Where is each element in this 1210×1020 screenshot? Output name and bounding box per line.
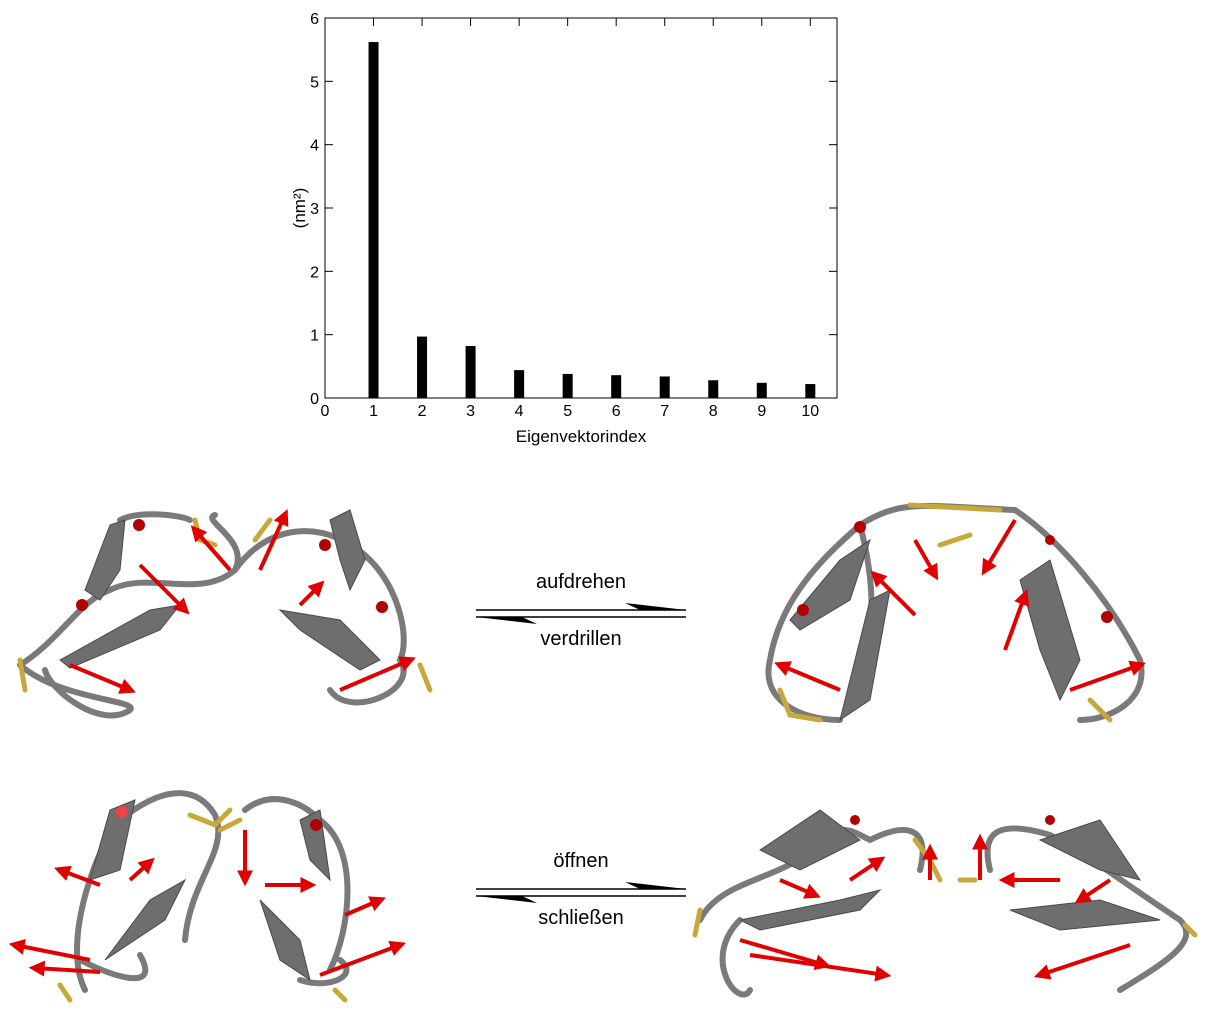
protein-bottom-left [15, 793, 400, 1000]
protein-bottom-right [695, 810, 1195, 995]
y-tick-label: 3 [310, 201, 319, 218]
y-tick-label: 0 [310, 391, 319, 408]
x-tick-label: 6 [612, 403, 621, 420]
backward-label: schließen [538, 907, 624, 929]
y-tick-label: 5 [310, 74, 319, 91]
bar [563, 374, 573, 398]
bar-chart: (nm²) Eigenvektorindex 0 1 2 3 4 5 6 0 1 2 3 4 5 6 7 8 9… [290, 11, 837, 446]
plot-frame [325, 18, 837, 398]
bar [417, 337, 427, 398]
equilibrium-1: aufdrehen verdrillen [476, 571, 686, 650]
y-tick-label: 4 [310, 138, 319, 155]
x-tick-label: 8 [709, 403, 718, 420]
x-tick-label: 1 [369, 403, 378, 420]
bar [466, 346, 476, 398]
x-axis-label: Eigenvektorindex [516, 427, 647, 446]
x-tick-label: 10 [801, 403, 819, 420]
y-tick-label: 6 [310, 11, 319, 28]
x-tick-label: 7 [660, 403, 669, 420]
x-tick-label: 5 [563, 403, 572, 420]
figure: (nm²) Eigenvektorindex 0 1 2 3 4 5 6 0 1 2 3 4 5 6 7 8 9… [0, 0, 1210, 1015]
bar [805, 384, 815, 398]
forward-label: öffnen [553, 850, 608, 872]
backward-label: verdrillen [540, 628, 621, 650]
bar [369, 42, 379, 398]
bar [660, 376, 670, 398]
bar [611, 375, 621, 398]
y-tick-label: 1 [310, 328, 319, 345]
bar [708, 380, 718, 398]
y-tick-label: 2 [310, 264, 319, 281]
bar [757, 383, 767, 398]
y-axis-label: (nm²) [290, 188, 309, 229]
x-tick-label: 3 [466, 403, 475, 420]
x-tick-label: 0 [321, 403, 330, 420]
equilibrium-2: öffnen schließen [476, 850, 686, 929]
protein-top-left [20, 510, 430, 715]
x-tick-label: 9 [757, 403, 766, 420]
x-tick-label: 4 [515, 403, 524, 420]
x-tick-label: 2 [418, 403, 427, 420]
forward-label: aufdrehen [536, 571, 626, 593]
protein-top-right [768, 505, 1141, 720]
bar [514, 370, 524, 398]
